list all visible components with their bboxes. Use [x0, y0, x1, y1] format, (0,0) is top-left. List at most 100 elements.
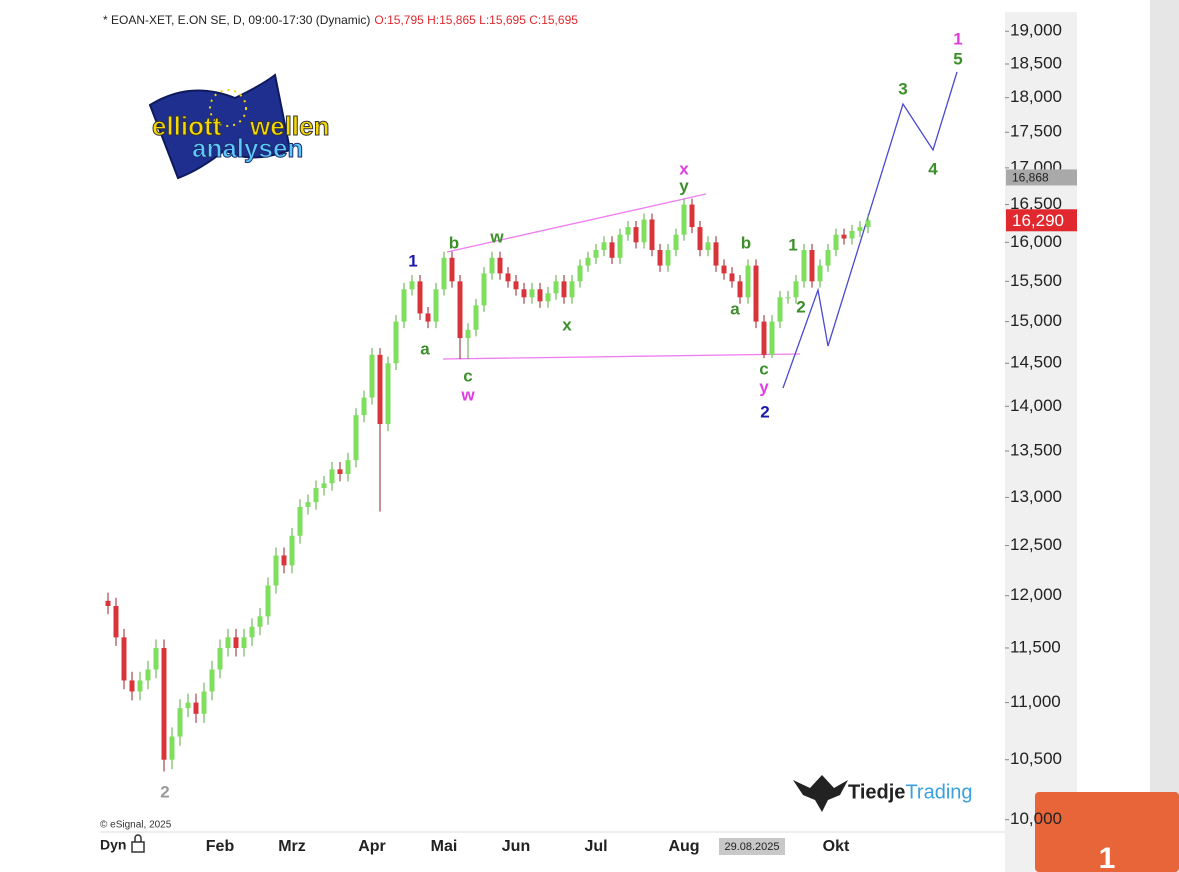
- candle-body: [481, 273, 487, 306]
- candle-body: [785, 297, 791, 299]
- y-tick-label: 15,000: [1010, 311, 1062, 330]
- candle-body: [513, 281, 519, 290]
- candle-body: [761, 321, 767, 355]
- lock-icon: [131, 834, 145, 853]
- logo-stars: [209, 89, 247, 127]
- price-label-box: [1006, 169, 1077, 186]
- candle-body: [537, 289, 543, 302]
- candle-body: [353, 415, 359, 461]
- price-label-box: [1006, 209, 1077, 232]
- candle-body: [865, 220, 871, 228]
- candle-body: [489, 257, 495, 274]
- candle-body: [521, 289, 527, 298]
- candle-body: [705, 242, 711, 251]
- candle-body: [697, 227, 703, 251]
- candle-body: [153, 647, 159, 670]
- wave-label: 2: [796, 297, 805, 316]
- price-label: 16,290: [1012, 211, 1064, 230]
- candle-body: [617, 234, 623, 258]
- wave-label: b: [449, 233, 459, 252]
- candle-body: [505, 273, 511, 282]
- candle-body: [601, 242, 607, 251]
- cursor-date-box: [719, 838, 785, 855]
- wave-label: w: [460, 385, 475, 404]
- candle-body: [817, 265, 823, 282]
- y-tick-label: 16,500: [1010, 194, 1062, 213]
- x-tick-label: Mrz: [278, 838, 306, 855]
- y-tick-label: 16,000: [1010, 232, 1062, 251]
- y-tick-label: 11,000: [1010, 692, 1061, 711]
- candle-body: [473, 305, 479, 330]
- candle-body: [681, 204, 687, 235]
- candle-body: [745, 265, 751, 298]
- wave-label: 3: [898, 79, 907, 98]
- price-axis-panel: [1005, 12, 1077, 872]
- candle-body: [529, 289, 535, 298]
- candle-body: [689, 204, 695, 228]
- candle-body: [313, 487, 319, 503]
- logo-flag: [148, 73, 292, 180]
- candle-body: [305, 502, 311, 507]
- candle-body: [465, 329, 471, 339]
- y-tick-label: 11,500: [1010, 637, 1061, 656]
- y-tick-label: 12,000: [1010, 585, 1062, 604]
- x-tick-label: Okt: [823, 838, 850, 855]
- x-tick-label: Aug: [668, 838, 699, 855]
- candle-body: [585, 257, 591, 266]
- candle-body: [857, 227, 863, 231]
- x-tick-label: Feb: [206, 838, 235, 855]
- y-tick-label: 14,000: [1010, 396, 1062, 415]
- candle-body: [657, 250, 663, 266]
- y-tick-label: 12,500: [1010, 535, 1062, 554]
- wave-label: 2: [760, 402, 769, 421]
- wave-label: 1: [788, 235, 797, 254]
- candle-body: [337, 469, 343, 474]
- candle-body: [113, 605, 119, 638]
- candle-body: [457, 281, 463, 339]
- brand: Tiedje Trading: [793, 775, 973, 812]
- window-edge: [1150, 0, 1179, 872]
- candle-body: [833, 234, 839, 251]
- candle-body: [129, 680, 135, 692]
- x-tick-label: Apr: [358, 838, 386, 855]
- candle-body: [201, 691, 207, 714]
- candle-body: [609, 242, 615, 258]
- candle-body: [297, 506, 303, 536]
- source-note: © eSignal, 2025: [100, 820, 172, 831]
- wave-label: b: [741, 233, 751, 252]
- candle-body: [289, 535, 295, 566]
- wave-label: y: [679, 176, 689, 195]
- brand-text: Tiedje: [848, 781, 905, 803]
- candle-body: [441, 257, 447, 290]
- candle-body: [633, 227, 639, 243]
- candle-body: [553, 281, 559, 294]
- candle-body: [497, 257, 503, 274]
- candle-body: [161, 647, 167, 760]
- candle-body: [769, 321, 775, 355]
- brand-icon: [793, 775, 848, 812]
- candle-body: [649, 219, 655, 251]
- candle-body: [241, 637, 247, 648]
- ohlc-readout: O:15,795 H:15,865 L:15,695 C:15,695: [374, 13, 578, 27]
- wave-label: 2: [160, 782, 169, 801]
- y-tick-label: 17,500: [1010, 122, 1062, 141]
- y-tick-label: 15,500: [1010, 271, 1062, 290]
- logo-text: elliott: [152, 111, 222, 141]
- y-tick-label: 14,500: [1010, 353, 1062, 372]
- candle-body: [361, 397, 367, 416]
- trend-line: [442, 353, 801, 360]
- candle-body: [569, 281, 575, 298]
- y-tick-label: 10,500: [1010, 749, 1062, 768]
- candle-body: [825, 250, 831, 266]
- wave-label: c: [463, 366, 472, 385]
- wave-label: 4: [928, 159, 938, 178]
- candle-body: [209, 669, 215, 692]
- candle-body: [713, 242, 719, 266]
- wave-label: y: [759, 377, 769, 396]
- candle-body: [777, 297, 783, 322]
- candle-body: [281, 555, 287, 566]
- y-tick-label: 13,000: [1010, 487, 1062, 506]
- candle-body: [393, 321, 399, 364]
- candle-body: [217, 647, 223, 670]
